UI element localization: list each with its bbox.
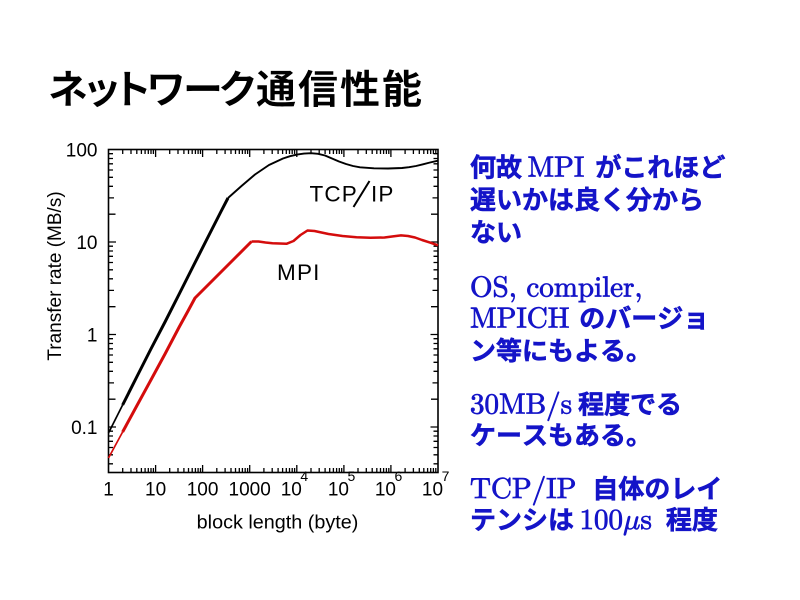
svg-text:block length (byte): block length (byte): [197, 512, 359, 534]
svg-text:6: 6: [395, 468, 403, 484]
svg-text:4: 4: [300, 468, 308, 484]
svg-text:TCP: TCP: [310, 182, 358, 207]
svg-text:MPI: MPI: [277, 260, 321, 285]
svg-text:10: 10: [281, 480, 302, 501]
svg-text:Transfer rate (MB/s): Transfer rate (MB/s): [45, 191, 66, 360]
svg-text:10: 10: [145, 480, 166, 501]
svg-text:5: 5: [348, 468, 356, 484]
svg-text:100: 100: [187, 480, 219, 501]
svg-text:0.1: 0.1: [71, 418, 97, 439]
svg-text:10: 10: [375, 480, 396, 501]
svg-text:IP: IP: [371, 182, 394, 207]
svg-text:10: 10: [328, 480, 349, 501]
svg-text:1: 1: [87, 325, 98, 346]
svg-text:10: 10: [422, 480, 443, 501]
svg-text:7: 7: [442, 468, 450, 484]
svg-text:100: 100: [66, 140, 98, 161]
svg-text:1000: 1000: [229, 480, 271, 501]
svg-text:1: 1: [103, 480, 114, 501]
svg-text:10: 10: [76, 233, 97, 254]
